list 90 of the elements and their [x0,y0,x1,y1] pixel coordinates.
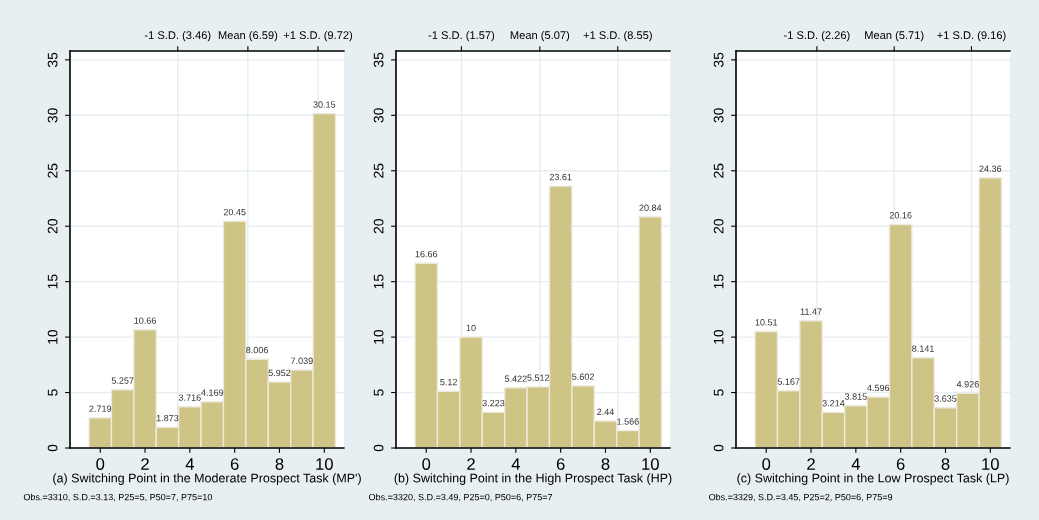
x-tick-label: 0 [96,458,105,470]
data-label: 5.257 [111,377,134,384]
y-tick-label: 35 [47,52,58,68]
x-tick-label: 10 [982,458,999,470]
ref-line-label: Mean (5.07) [510,30,570,42]
y-tick-label: 5 [47,389,58,396]
data-label: 5.422 [504,375,527,382]
y-tick-label: 10 [713,329,724,344]
y-tick-label: 10 [373,329,384,344]
data-label: 2.719 [89,405,112,412]
data-label: 3.214 [822,400,845,407]
data-label: 1.566 [617,418,639,425]
ref-line-label: +1 S.D. (8.55) [583,30,652,42]
data-label: 10 [466,324,476,332]
x-tick-label: 8 [601,458,610,470]
y-tick-label: 20 [373,219,384,234]
y-tick-label: 15 [373,274,384,289]
text: Obs.=3320, S.D.=3.49, P25=0, P50=6, P75=7 [369,493,553,502]
x-tick-label: 2 [467,458,475,470]
x-tick-label: 6 [896,458,905,470]
data-label: 1.873 [156,414,179,422]
x-tick-label: 8 [941,458,950,470]
y-tick-label: 5 [713,389,724,396]
x-axis-title: (b) Switching Point in the High Prospect Task (HP) [394,473,672,485]
x-tick-label: 0 [422,458,431,470]
ref-line-label: Mean (6.59) [218,30,278,42]
y-tick-label: 15 [713,274,724,289]
y-tick-label: 15 [47,274,58,289]
data-label: 23.61 [549,173,572,181]
data-label: 11.47 [800,308,822,315]
y-tick-label: 0 [47,444,58,452]
data-label: 10.51 [755,319,778,326]
ref-line-label: -1 S.D. (1.57) [428,30,495,42]
x-tick-label: 4 [511,458,521,470]
data-label: 4.169 [201,389,224,396]
data-label: 3.716 [178,394,201,401]
y-tick-label: 20 [713,219,724,234]
y-tick-label: 35 [713,52,724,68]
x-tick-label: 2 [807,458,815,470]
y-tick-label: 35 [373,52,384,68]
data-label: 16.66 [415,250,438,258]
data-label: 2.44 [597,408,614,415]
y-tick-label: 30 [373,108,384,123]
ref-line-label: +1 S.D. (9.72) [283,30,353,42]
data-label: 3.815 [844,393,867,400]
x-tick-label: 6 [556,458,565,470]
data-label: 20.45 [223,208,246,216]
data-label: 5.167 [777,378,800,385]
data-label: 8.141 [912,345,934,352]
data-label: 4.926 [956,381,979,388]
y-tick-label: 0 [713,444,724,452]
data-label: 5.952 [268,369,291,377]
y-tick-label: 25 [47,163,58,178]
ref-line-label: -1 S.D. (3.46) [144,30,211,42]
y-tick-label: 30 [713,108,724,123]
x-tick-label: 4 [851,458,861,470]
y-tick-label: 20 [47,219,58,234]
data-label: 8.006 [246,346,268,354]
data-label: 30.15 [313,101,336,108]
x-tick-label: 0 [762,458,771,470]
y-tick-label: 25 [713,163,724,178]
x-axis-title: (a) Switching Point in the Moderate Prospect Task (MP') [53,473,361,485]
y-tick-label: 5 [373,389,384,396]
data-label: 10.66 [134,317,156,324]
text: Obs.=3329, S.D.=3.45, P25=2, P50=6, P75=9 [709,493,893,502]
x-tick-label: 10 [316,458,333,470]
data-label: 5.512 [527,374,550,381]
x-tick-label: 6 [230,458,239,470]
data-label: 3.223 [482,399,505,407]
ref-line-label: -1 S.D. (2.26) [784,30,850,42]
x-tick-label: 2 [141,458,149,470]
x-axis-title: (c) Switching Point in the Low Prospect Task (LP) [737,473,1009,485]
data-label: 5.12 [440,378,457,386]
y-tick-label: 10 [47,329,58,344]
data-label: 20.84 [639,204,662,211]
y-tick-label: 0 [373,444,384,452]
ref-line-label: +1 S.D. (9.16) [937,30,1006,42]
x-tick-label: 4 [185,458,195,470]
data-label: 7.039 [291,357,313,364]
data-label: 3.635 [934,395,957,402]
y-tick-label: 30 [47,108,58,123]
data-label: 4.596 [867,384,890,392]
x-tick-label: 8 [275,458,284,470]
text: Obs.=3310, S.D.=3.13, P25=5, P50=7, P75=10 [23,493,213,502]
y-tick-label: 25 [373,163,384,178]
data-label: 20.16 [889,212,912,219]
data-label: 24.36 [979,165,1002,172]
ref-line-label: Mean (5.71) [865,30,924,42]
data-label: 5.602 [572,373,594,380]
x-tick-label: 10 [642,458,659,470]
